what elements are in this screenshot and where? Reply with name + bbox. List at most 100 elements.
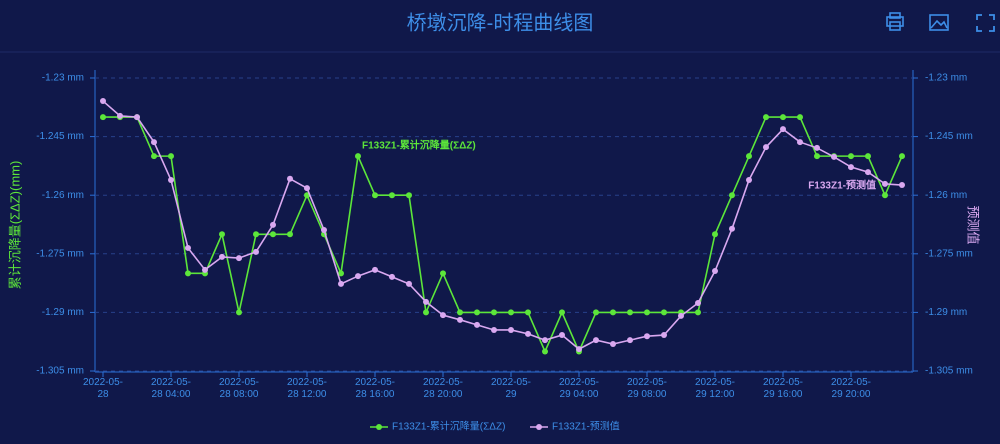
data-point <box>729 225 735 232</box>
x-tick-label: 2022-05-29 16:00 <box>762 377 804 400</box>
y-tick-label: -1.23 mm <box>42 73 84 84</box>
legend-label: F133Z1-预测值 <box>552 420 620 433</box>
data-point <box>712 231 718 238</box>
data-point <box>627 337 633 344</box>
data-point <box>627 309 633 316</box>
data-point <box>780 114 786 121</box>
x-tick-label: 2022-05-28 04:00 <box>150 377 192 400</box>
data-point <box>763 144 769 151</box>
data-point <box>389 273 395 280</box>
y-tick-label: -1.275 mm <box>36 248 84 259</box>
data-point <box>253 231 259 238</box>
y2-tick-label: -1.26 mm <box>925 190 967 201</box>
data-point <box>712 267 718 274</box>
data-point <box>202 266 208 273</box>
data-point <box>185 270 191 277</box>
fullscreen-icon[interactable] <box>976 14 995 32</box>
data-point <box>882 180 888 187</box>
data-point <box>151 153 157 160</box>
y-tick-label: -1.305 mm <box>36 366 84 377</box>
x-tick-label: 2022-05-28 08:00 <box>218 377 260 400</box>
y2-tick-label: -1.29 mm <box>925 307 967 318</box>
x-tick-label: 2022-05-28 20:00 <box>422 377 464 400</box>
data-point <box>406 280 412 287</box>
data-point <box>610 309 616 316</box>
data-point <box>593 337 599 344</box>
data-point <box>219 231 225 238</box>
data-point <box>355 153 361 160</box>
y-tick-label: -1.29 mm <box>42 307 84 318</box>
data-point <box>100 98 106 105</box>
data-point <box>457 316 463 323</box>
data-point <box>542 348 548 355</box>
x-tick-label: 2022-05-29 08:00 <box>626 377 668 400</box>
data-point <box>814 144 820 151</box>
data-point <box>644 309 650 316</box>
data-point <box>440 270 446 277</box>
data-point <box>338 270 344 277</box>
print-icon[interactable] <box>886 12 904 31</box>
data-point <box>661 332 667 339</box>
data-point <box>270 221 276 228</box>
x-tick-label: 2022-05-29 20:00 <box>830 377 872 400</box>
data-point <box>491 309 497 316</box>
data-point <box>321 226 327 233</box>
data-point <box>695 300 701 307</box>
data-point <box>134 114 140 121</box>
data-point <box>899 182 905 189</box>
y2-tick-label: -1.275 mm <box>925 248 973 259</box>
y2-axis-title: 预测值 <box>966 205 981 244</box>
data-point <box>168 153 174 160</box>
data-point <box>236 309 242 316</box>
data-point <box>457 309 463 316</box>
data-point <box>848 153 854 160</box>
data-point <box>559 332 565 339</box>
x-tick-label: 2022-05-29 04:00 <box>558 377 600 400</box>
data-point <box>474 309 480 316</box>
data-point <box>797 139 803 146</box>
image-icon[interactable] <box>929 14 949 31</box>
data-point <box>287 175 293 182</box>
x-tick-label: 2022-05-28 <box>82 377 124 400</box>
data-point <box>661 309 667 316</box>
data-point <box>780 126 786 133</box>
data-point <box>763 114 769 121</box>
data-point <box>219 253 225 260</box>
x-tick-label: 2022-05-29 <box>490 377 532 400</box>
data-point <box>151 139 157 146</box>
data-point <box>372 192 378 199</box>
data-point <box>865 169 871 176</box>
y2-tick-label: -1.305 mm <box>925 366 973 377</box>
data-point <box>236 255 242 262</box>
chart-title: 桥墩沉降-时程曲线图 <box>407 11 594 34</box>
data-point <box>185 244 191 251</box>
data-point <box>899 153 905 160</box>
y-tick-label: -1.26 mm <box>42 190 84 201</box>
data-point <box>576 346 582 353</box>
data-point <box>355 273 361 280</box>
data-point <box>593 309 599 316</box>
data-point <box>372 266 378 273</box>
data-point <box>287 231 293 238</box>
data-point <box>100 114 106 121</box>
data-point <box>491 326 497 333</box>
y2-tick-label: -1.23 mm <box>925 73 967 84</box>
data-point <box>508 309 514 316</box>
data-point <box>253 248 259 255</box>
legend-marker <box>376 424 382 430</box>
data-point <box>270 231 276 238</box>
data-point <box>440 312 446 319</box>
data-point <box>865 153 871 160</box>
data-point <box>678 312 684 319</box>
data-point <box>304 185 310 192</box>
legend-label: F133Z1-累计沉降量(ΣΔZ) <box>392 420 505 433</box>
annotation: F133Z1-累计沉降量(ΣΔZ) <box>362 139 476 152</box>
data-point <box>423 298 429 305</box>
data-point <box>831 153 837 160</box>
data-point <box>797 114 803 121</box>
data-point <box>525 330 531 337</box>
data-point <box>338 280 344 287</box>
data-point <box>729 192 735 199</box>
